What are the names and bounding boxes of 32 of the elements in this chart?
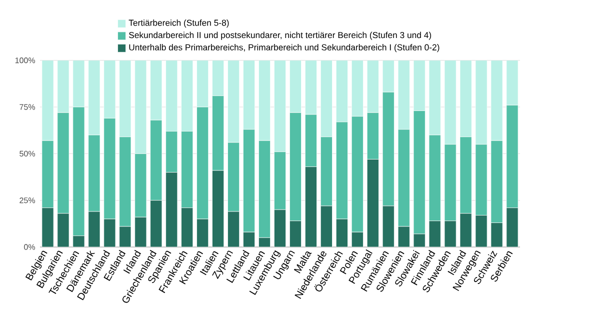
bar: [228, 211, 240, 247]
bar: [398, 226, 410, 247]
bar: [336, 218, 348, 247]
bar: [196, 218, 209, 247]
y-tick-label: 0%: [24, 244, 36, 250]
legend-label: Sekundarbereich II und postsekundarer, nicht tertiärer Bereich (Stufen 3 und 4): [129, 32, 432, 40]
bar: [382, 206, 394, 247]
bar: [212, 170, 224, 247]
legend-label: Tertiärbereich (Stufen 5-8): [128, 20, 229, 28]
y-tick-label: 50%: [20, 150, 36, 157]
bar: [289, 220, 302, 247]
bar: [57, 213, 70, 247]
legend-label: Unterhalb des Primarbereichs, Primarbereich und Sekundarbereich I (Stufen 0-2): [129, 44, 440, 52]
bar: [428, 220, 441, 247]
bar: [274, 209, 286, 247]
bar: [460, 213, 472, 247]
bar: [181, 208, 194, 247]
bar: [475, 215, 488, 247]
bar: [166, 172, 178, 247]
bar: [104, 218, 116, 247]
bar: [490, 222, 503, 247]
y-tick-label: 75%: [20, 104, 36, 110]
bar: [320, 206, 332, 247]
bar: [88, 211, 100, 247]
bar: [304, 166, 317, 247]
bar: [134, 216, 147, 247]
y-tick-label: 100%: [15, 58, 36, 64]
bar: [444, 220, 456, 247]
y-tick-label: 25%: [20, 198, 36, 204]
bar: [119, 226, 132, 247]
bar: [366, 159, 379, 247]
bar: [150, 200, 162, 247]
